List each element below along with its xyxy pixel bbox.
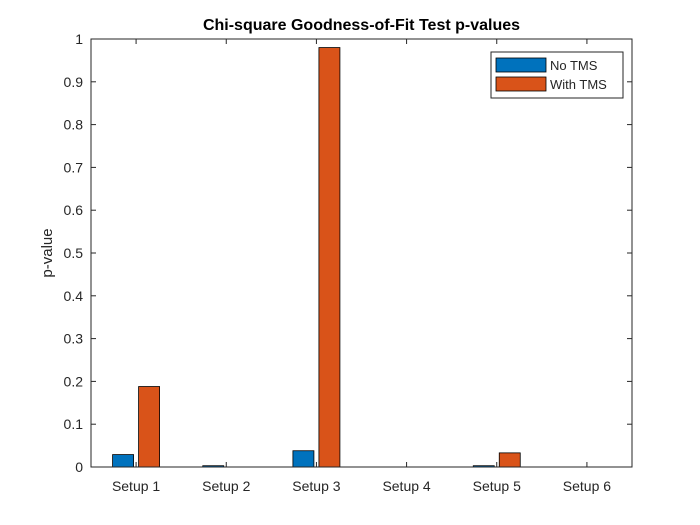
bar [292,450,315,468]
bar [112,454,134,468]
x-tick-label: Setup 1 [112,478,160,494]
y-axis-label: p-value [39,228,56,277]
y-tick-label: 0.1 [64,416,84,432]
x-tick-label: Setup 3 [292,478,340,494]
x-tick-label: Setup 2 [202,478,250,494]
chart-title: Chi-square Goodness-of-Fit Test p-values [203,17,520,34]
bar [138,386,160,468]
legend-swatch [495,57,547,73]
x-tick-label: Setup 4 [382,478,430,494]
y-tick-label: 0.8 [64,117,84,133]
y-axis: 0 0.1 0.2 0.3 0.4 0.5 0.6 0.7 0.8 0.9 1 [64,31,632,475]
x-tick-label: Setup 5 [473,478,521,494]
y-tick-label: 0.3 [64,331,84,347]
y-tick-label: 0.4 [64,288,84,304]
legend-swatch [495,76,547,92]
legend-label: With TMS [550,77,607,92]
y-tick-label: 0.7 [64,159,84,175]
legend-label: No TMS [550,58,598,73]
y-tick-label: 0.6 [64,202,84,218]
y-tick-label: 0.2 [64,373,84,389]
y-tick-label: 0.5 [64,245,84,261]
y-tick-label: 0 [75,459,83,475]
bar [498,452,521,468]
y-tick-label: 1 [75,31,83,47]
y-tick-label: 0.9 [64,74,84,90]
plot-area [91,39,632,467]
x-axis: Setup 1 Setup 2 Setup 3 Setup 4 Setup 5 Setup… [112,39,611,494]
x-tick-label: Setup 6 [563,478,611,494]
bar [318,47,341,468]
legend: No TMS With TMS [490,51,624,99]
